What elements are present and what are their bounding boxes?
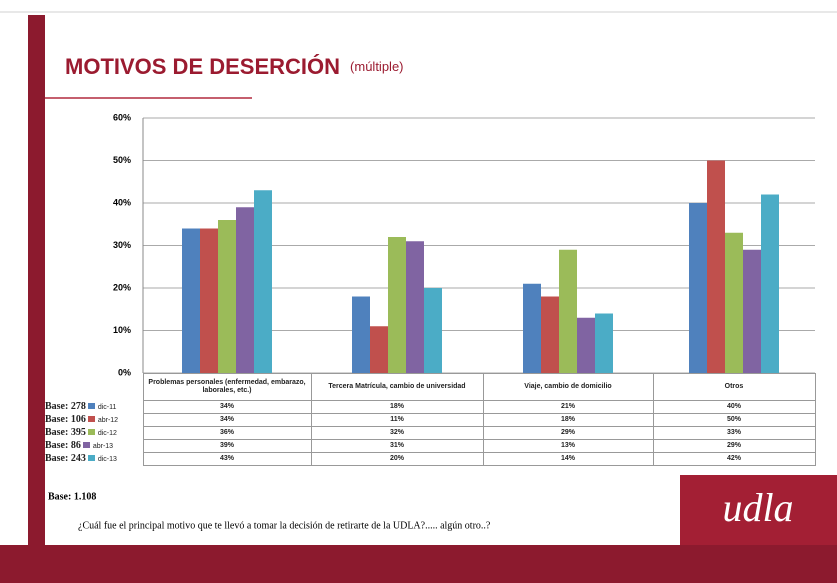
bar [406, 241, 424, 373]
base-label: Base: 86 [45, 439, 81, 451]
y-tick-label: 40% [113, 197, 131, 207]
value-label: 43% [142, 452, 312, 466]
bar [352, 296, 370, 373]
y-tick-label: 30% [113, 240, 131, 250]
legend-label: dic-12 [97, 429, 117, 437]
base-label: Base: 106 [45, 413, 86, 425]
legend-label: dic-13 [97, 455, 117, 463]
bar [689, 203, 707, 373]
bar [725, 232, 743, 373]
row-label: Base: 86 abr-13 [45, 440, 143, 453]
bar [424, 288, 442, 373]
data-table: Problemas personales (enfermedad, embara… [45, 373, 816, 466]
y-tick-label: 0% [118, 367, 131, 377]
bar [388, 237, 406, 373]
bar [595, 313, 613, 373]
legend-swatch [87, 454, 95, 461]
value-label: 50% [652, 413, 816, 427]
bar [218, 220, 236, 373]
category-label: Otros [652, 373, 816, 401]
value-label: 42% [652, 452, 816, 466]
bar [707, 160, 725, 373]
value-label: 39% [142, 439, 312, 453]
bar [236, 207, 254, 373]
bar [182, 228, 200, 373]
series-row: Base: 243 dic-13 43% 20% 14% 42% [45, 452, 816, 466]
category-label: Tercera Matrícula, cambio de universidad [310, 373, 484, 401]
base-label: Base: 278 [45, 400, 86, 412]
value-label: 36% [142, 426, 312, 440]
value-label: 29% [482, 426, 654, 440]
logo: udla [722, 485, 793, 530]
row-label: Base: 278 dic-11 [45, 401, 143, 414]
value-label: 18% [310, 400, 484, 414]
bar [523, 283, 541, 373]
corner [45, 374, 143, 401]
title: MOTIVOS DE DESERCIÓN [65, 54, 340, 79]
value-label: 40% [652, 400, 816, 414]
question: ¿Cuál fue el principal motivo que te lle… [78, 520, 491, 531]
legend-swatch [87, 415, 95, 422]
bar [761, 194, 779, 373]
row-label: Base: 243 dic-13 [45, 453, 143, 466]
bar [254, 190, 272, 373]
logo-box [680, 475, 837, 545]
legend-swatch [82, 441, 90, 448]
series-row: Base: 278 dic-11 34% 18% 21% 40% [45, 400, 816, 414]
y-tick-label: 10% [113, 325, 131, 335]
plot: 0% 10% 20% 30% 40% 50% 60% [113, 112, 815, 377]
value-label: 20% [310, 452, 484, 466]
legend-swatch [87, 428, 95, 435]
value-label: 32% [310, 426, 484, 440]
bar [370, 326, 388, 373]
series-row: Base: 106 abr-12 34% 11% 18% 50% [45, 413, 816, 427]
bar [541, 296, 559, 373]
bar [200, 228, 218, 373]
legend-label: abr-12 [97, 416, 119, 424]
y-tick-label: 60% [113, 112, 131, 122]
value-label: 13% [482, 439, 654, 453]
value-label: 11% [310, 413, 484, 427]
bottom-band [0, 545, 837, 583]
header-row: Problemas personales (enfermedad, embara… [45, 373, 816, 401]
bar [559, 249, 577, 373]
value-label: 14% [482, 452, 654, 466]
legend-label: abr-13 [92, 442, 114, 450]
side-bar [28, 15, 45, 583]
value-label: 33% [652, 426, 816, 440]
legend-label: dic-11 [97, 403, 117, 411]
category-label: Problemas personales (enfermedad, embara… [142, 373, 312, 401]
bar [743, 249, 761, 373]
chart-title: MOTIVOS DE DESERCIÓN (múltiple) [65, 54, 404, 79]
y-tick-label: 50% [113, 155, 131, 165]
category-label: Viaje, cambio de domicilio [482, 373, 654, 401]
series-row: Base: 86 abr-13 39% 31% 13% 29% [45, 439, 816, 453]
row-label: Base: 106 abr-12 [45, 414, 143, 427]
base-label: Base: 243 [45, 452, 86, 464]
row-label: Base: 395 dic-12 [45, 427, 143, 440]
value-label: 18% [482, 413, 654, 427]
top-rule [0, 11, 837, 13]
legend-swatch [87, 402, 95, 409]
subtitle: (múltiple) [350, 59, 403, 74]
series-row: Base: 395 dic-12 36% 32% 29% 33% [45, 426, 816, 440]
value-label: 29% [652, 439, 816, 453]
bar [577, 317, 595, 373]
value-label: 31% [310, 439, 484, 453]
total-base: Base: 1.108 [48, 491, 96, 502]
value-label: 21% [482, 400, 654, 414]
value-label: 34% [142, 400, 312, 414]
base-label: Base: 395 [45, 426, 86, 438]
value-label: 34% [142, 413, 312, 427]
y-tick-label: 20% [113, 282, 131, 292]
